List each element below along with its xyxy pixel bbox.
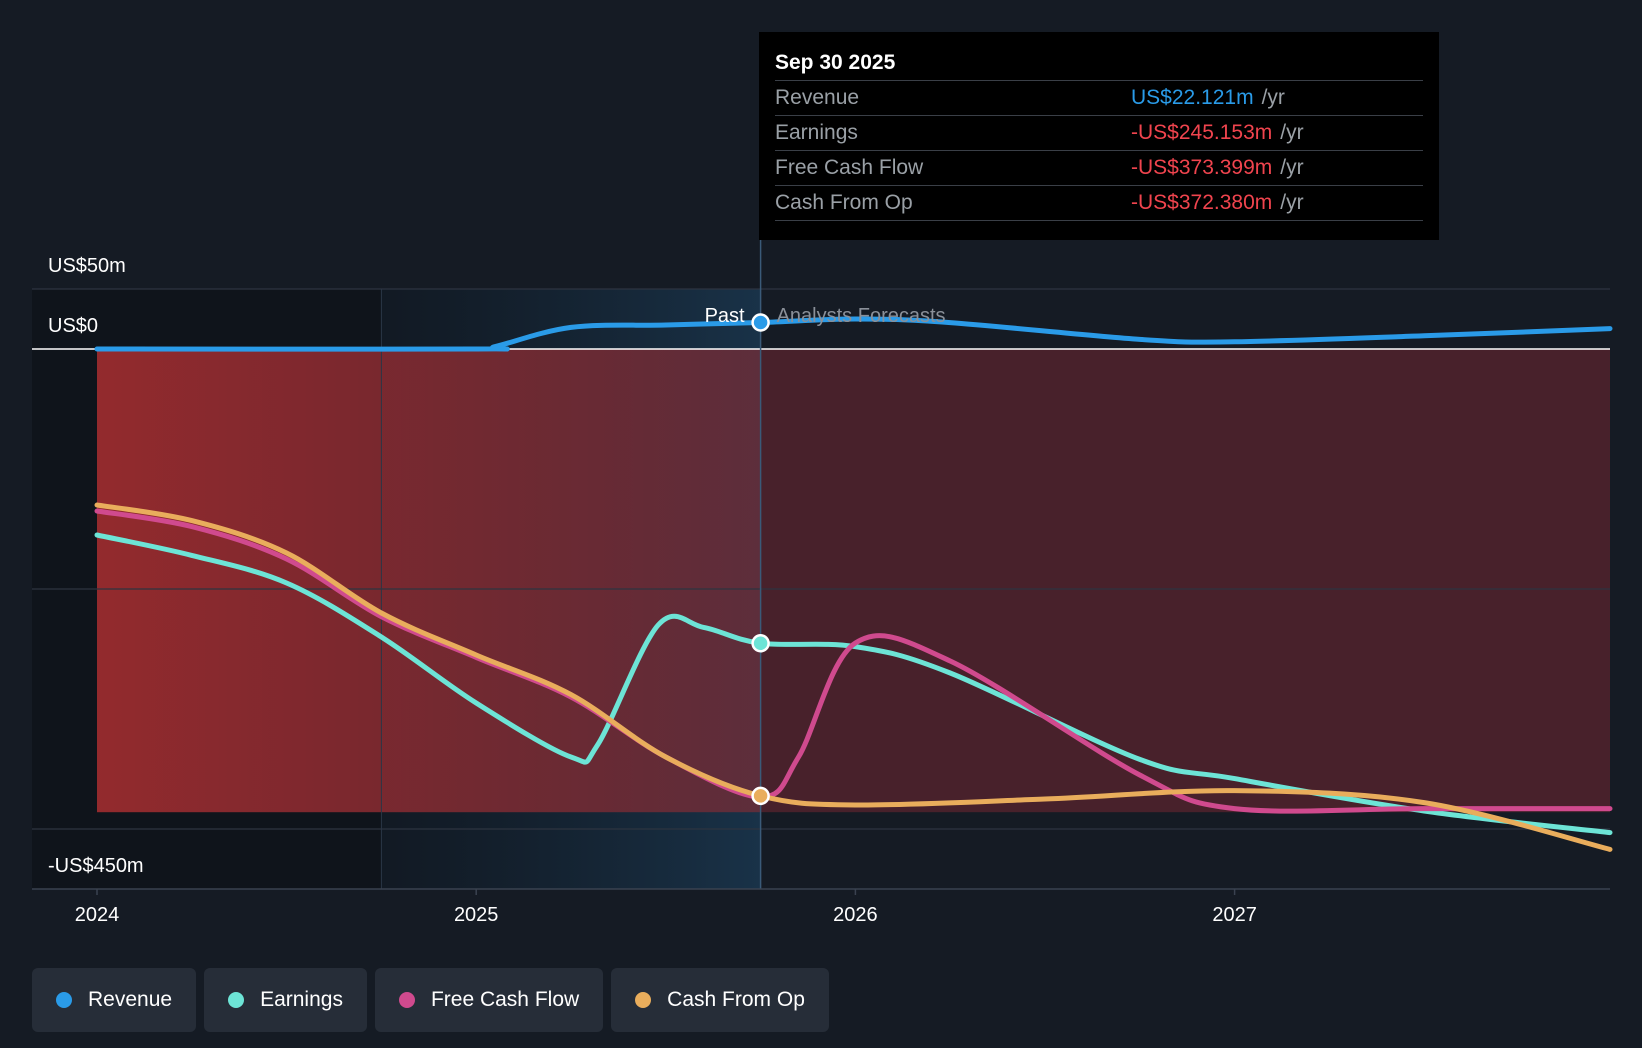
legend-label: Cash From Op [667,988,805,1011]
x-tick-label: 2027 [1212,904,1257,926]
y-tick-label: -US$450m [48,855,144,877]
tooltip-unit: /yr [1280,156,1304,179]
legend-item-free-cash-flow[interactable]: Free Cash Flow [374,968,604,1032]
tooltip-row-cash-from-op: Cash From Op -US$372.380m /yr [775,186,1423,221]
legend-dot-icon [228,992,245,1008]
legend-label: Free Cash Flow [430,988,580,1011]
series-lines [94,316,1613,852]
legend-dot-icon [398,992,415,1008]
series-line-free-cash-flow [94,508,1613,814]
tooltip-label: Free Cash Flow [775,156,924,179]
marker-earnings [751,633,770,653]
past-label: Past [705,305,745,327]
tooltip: Sep 30 2025 Revenue US$22.121m /yr Earni… [759,32,1439,240]
tooltip-value: -US$373.399m [1131,156,1273,179]
negative-area-forecast [760,349,1610,813]
legend-dot-icon [56,992,72,1008]
marker-revenue [751,313,770,332]
legend: Revenue Earnings Free Cash Flow Cash Fro… [32,968,829,1032]
y-tick-label: US$0 [48,315,98,337]
tooltip-row-earnings: Earnings -US$245.153m /yr [775,116,1423,151]
tooltip-unit: /yr [1261,86,1285,109]
forecast-label: Analysts Forecasts [777,305,946,327]
tooltip-unit: /yr [1280,121,1304,144]
tooltip-value: US$22.121m [1131,86,1254,109]
marker-cash-from-op [751,786,770,806]
x-tick-label: 2026 [833,904,878,926]
legend-item-earnings[interactable]: Earnings [204,968,367,1032]
legend-dot-icon [635,992,652,1008]
tooltip-row-free-cash-flow: Free Cash Flow -US$373.399m /yr [775,151,1423,186]
y-tick-label: US$50m [48,255,126,277]
tooltip-date: Sep 30 2025 [775,46,1423,81]
negative-area-past [97,349,761,813]
legend-item-revenue[interactable]: Revenue [32,968,197,1032]
x-tick-label: 2025 [454,904,499,926]
legend-label: Earnings [260,988,343,1011]
x-tick-label: 2024 [75,904,120,926]
tooltip-label: Revenue [775,86,860,109]
legend-label: Revenue [88,988,173,1011]
tooltip-row-revenue: Revenue US$22.121m /yr [775,81,1423,116]
tooltip-label: Earnings [775,121,858,144]
series-markers [751,313,770,806]
legend-item-cash-from-op[interactable]: Cash From Op [611,968,829,1032]
tooltip-value: -US$245.153m [1131,121,1273,144]
series-line-earnings [94,532,1613,836]
tooltip-unit: /yr [1280,191,1304,214]
tooltip-label: Cash From Op [775,191,913,214]
x-axis: 2024 2025 2026 2027 [75,889,1257,926]
series-line-revenue [94,316,1613,352]
y-axis: US$50m US$0 -US$450m [48,255,144,877]
tooltip-value: -US$372.380m [1131,191,1273,214]
series-line-cash-from-op [94,502,1613,852]
